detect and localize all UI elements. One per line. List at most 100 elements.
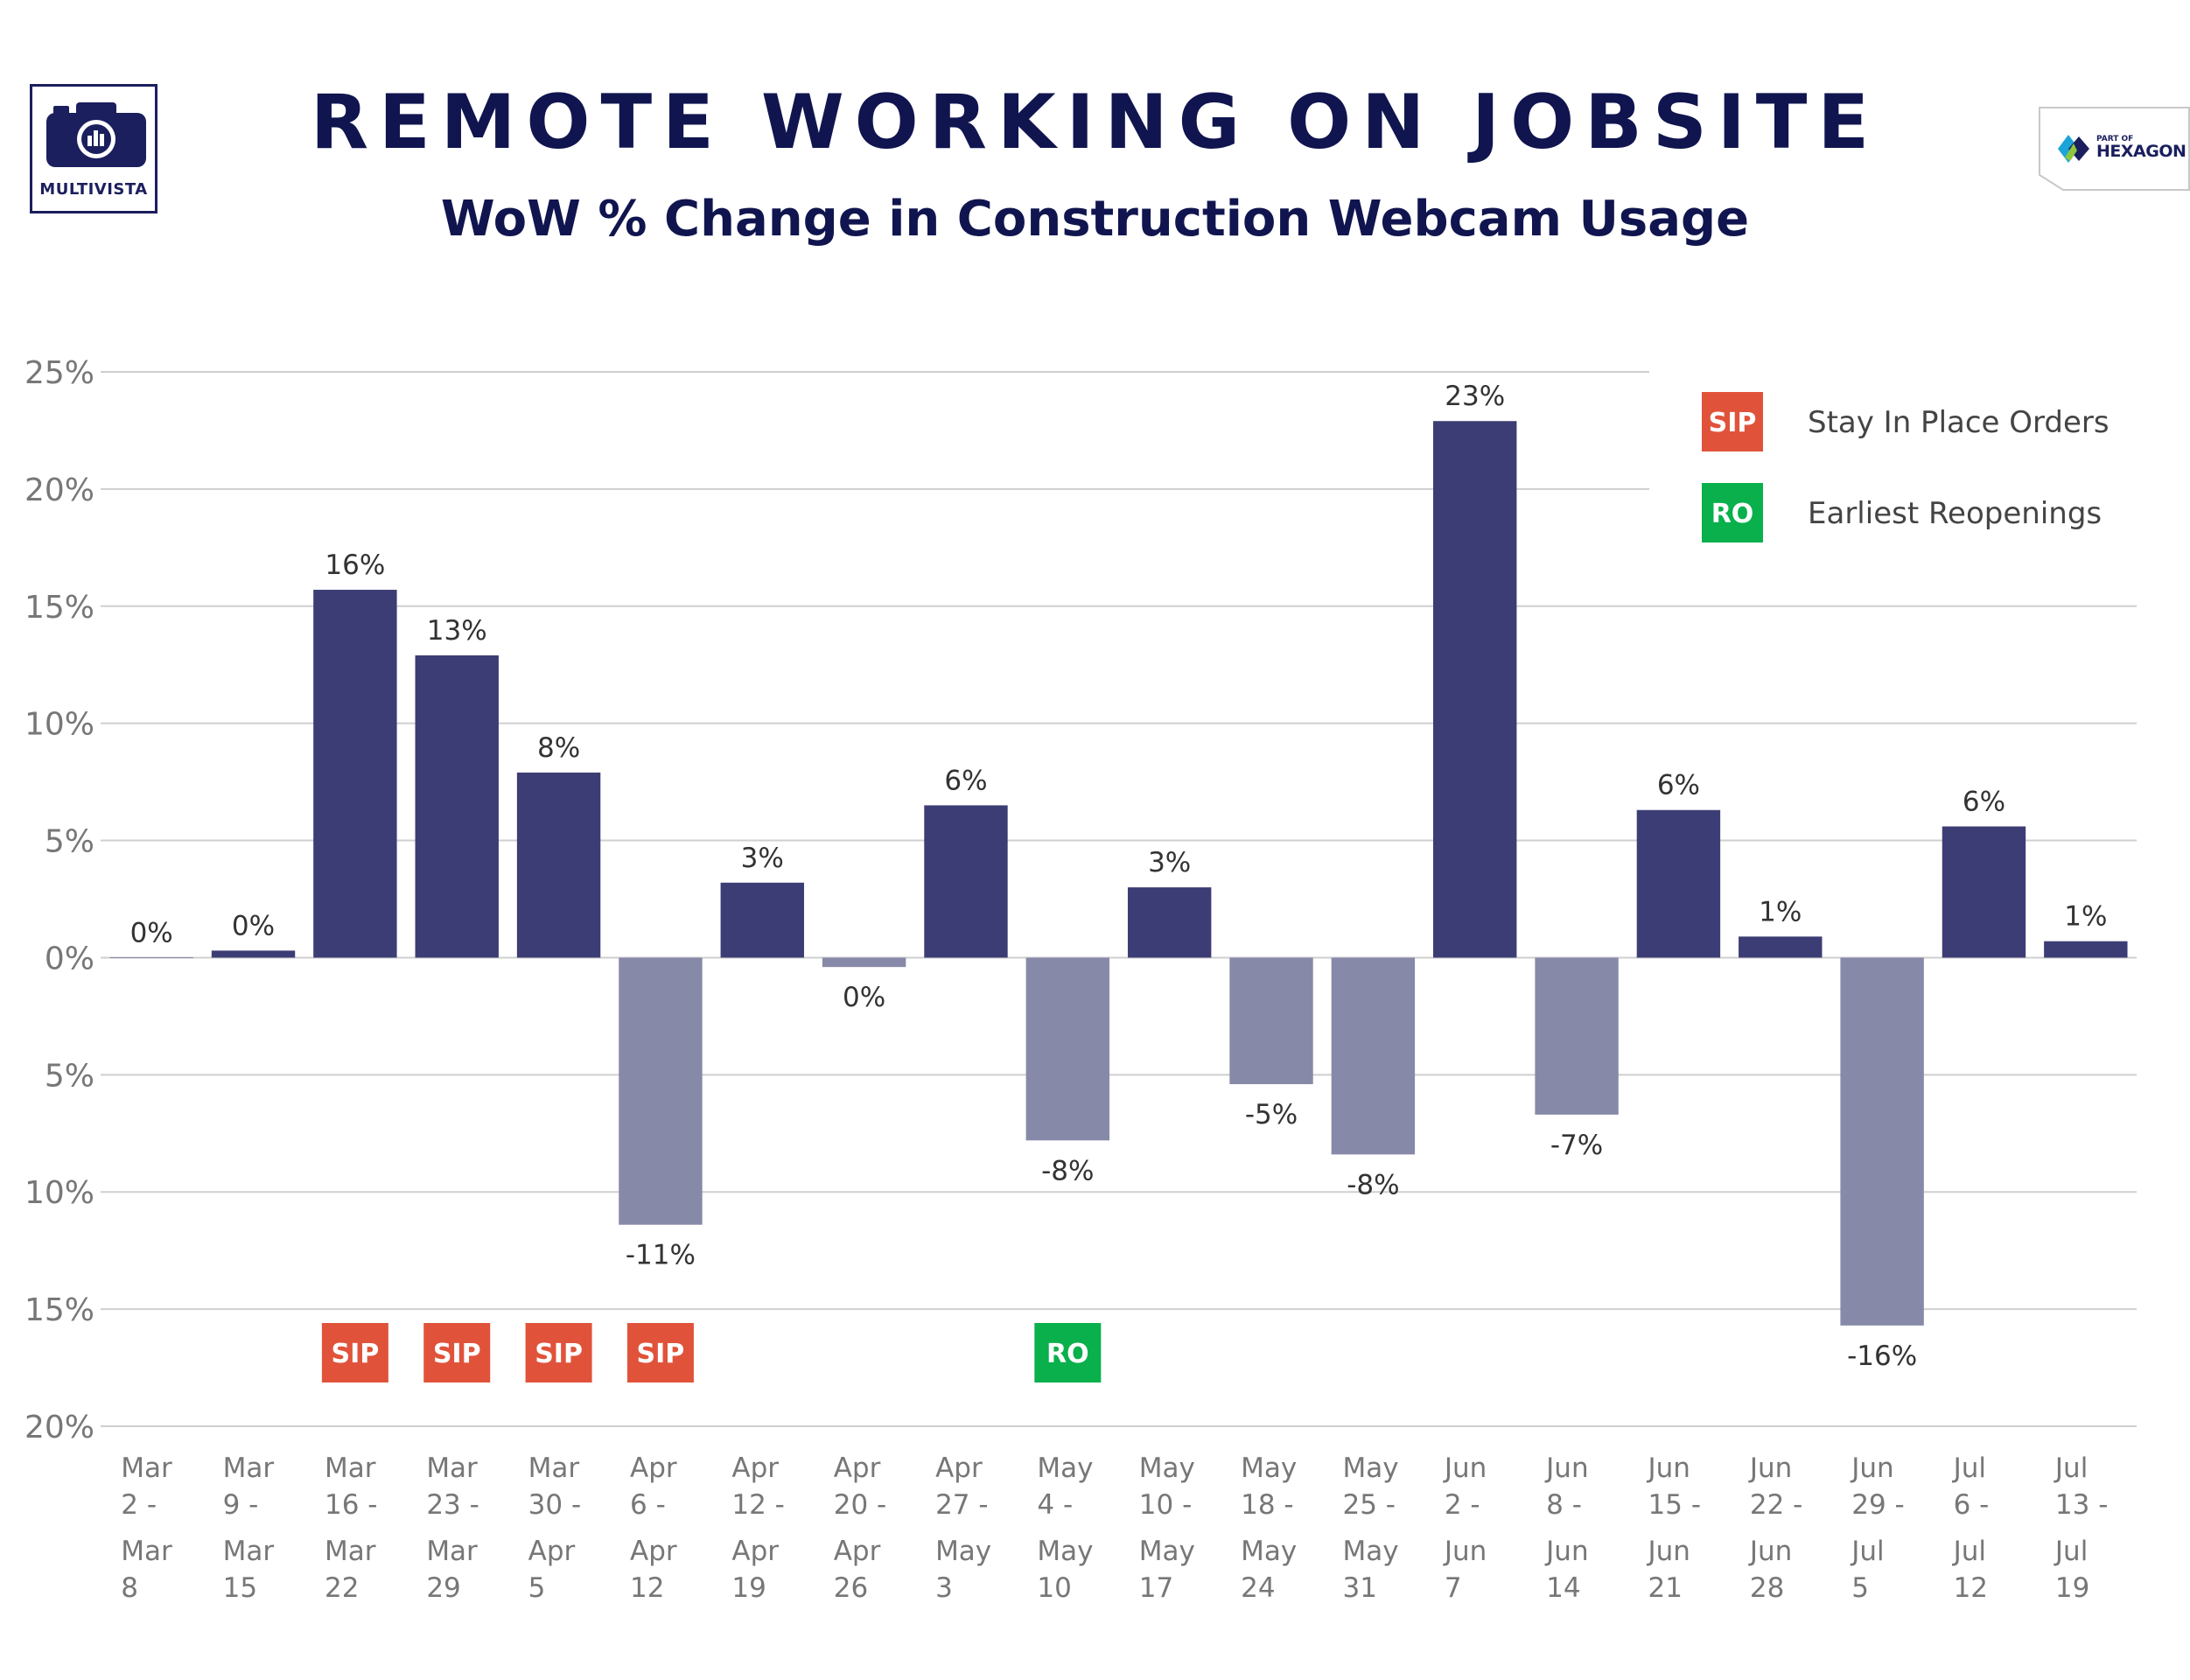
category-label: May xyxy=(935,1536,991,1567)
category-label: 10 - xyxy=(1139,1489,1193,1521)
category-label: 16 - xyxy=(325,1489,378,1521)
category-label: 12 xyxy=(630,1572,664,1604)
bar xyxy=(822,957,906,968)
page-subtitle: WoW % Change in Construction Webcam Usag… xyxy=(440,191,1750,248)
bar xyxy=(1942,826,2026,958)
camera-icon xyxy=(46,102,146,167)
hexagon-logo-text: HEXAGON xyxy=(2096,142,2187,161)
badge-box xyxy=(525,1323,592,1382)
category-label: 29 xyxy=(426,1572,460,1604)
category-label: 15 - xyxy=(1648,1489,1702,1521)
category-label: 5 xyxy=(528,1572,546,1604)
bar xyxy=(1331,957,1416,1155)
sip-badge: SIP xyxy=(626,1323,694,1382)
category-label: 28 xyxy=(1750,1572,1784,1604)
category-label: Jun xyxy=(1544,1452,1588,1484)
category-label: Mar xyxy=(325,1536,376,1567)
badges: SIP SIP SIP SIP RO xyxy=(321,1323,1102,1382)
category-label: 21 xyxy=(1648,1572,1683,1604)
category-label: 2 - xyxy=(1445,1489,1480,1521)
sip-badge: SIP xyxy=(321,1323,388,1382)
bar xyxy=(313,590,397,958)
y-tick-label: 10% xyxy=(24,1175,94,1211)
data-label: 0% xyxy=(130,917,173,948)
category-label: Mar xyxy=(325,1452,376,1484)
category-label: 27 - xyxy=(935,1489,989,1521)
category-label: 4 - xyxy=(1037,1489,1073,1521)
category-label: May xyxy=(1241,1536,1297,1567)
legend-swatch xyxy=(1702,483,1763,542)
y-tick-label: 15% xyxy=(24,1292,94,1328)
category-label: May xyxy=(1241,1452,1297,1484)
bar xyxy=(516,772,601,958)
hexagon-mark-icon xyxy=(2058,135,2089,163)
y-tick-labels: 25% 20% 15% 10% 5% 0% 5% 10% 15% 20% xyxy=(24,355,94,1446)
badge-text: SIP xyxy=(637,1339,685,1369)
category-label: Mar xyxy=(223,1452,275,1484)
data-label: 8% xyxy=(537,732,580,764)
data-label: 3% xyxy=(741,843,784,874)
data-label: 1% xyxy=(1759,896,1802,928)
category-label: May xyxy=(1139,1452,1195,1484)
category-label: Jul xyxy=(1850,1536,1884,1567)
category-label: 8 - xyxy=(1546,1489,1582,1521)
category-label: Jul xyxy=(1952,1452,1986,1484)
badge-box xyxy=(1034,1323,1102,1382)
category-label: 12 xyxy=(1954,1572,1988,1604)
bar xyxy=(619,957,703,1225)
category-label: 9 - xyxy=(223,1489,259,1521)
data-label: 3% xyxy=(1148,847,1191,878)
data-label: 1% xyxy=(2064,901,2107,933)
category-label: May xyxy=(1342,1536,1398,1567)
hexagon-logo: PART OF HEXAGON xyxy=(2039,107,2190,191)
data-label: -11% xyxy=(626,1240,696,1271)
bar xyxy=(1433,421,1517,958)
category-label: 13 - xyxy=(2055,1489,2109,1521)
bar xyxy=(1739,936,1823,958)
bar xyxy=(1840,957,1924,1326)
hexagon-logo-frame xyxy=(2039,107,2190,191)
bar xyxy=(211,950,296,958)
data-label: 0% xyxy=(232,910,275,942)
data-label: 6% xyxy=(1657,770,1700,802)
bar xyxy=(1535,957,1619,1115)
bars xyxy=(109,421,2128,1326)
category-label: May xyxy=(1139,1536,1195,1567)
legend-label: Earliest Reopenings xyxy=(1808,496,2102,531)
category-label: 8 xyxy=(121,1572,138,1604)
category-label: Jun xyxy=(1850,1452,1893,1484)
bar xyxy=(109,957,193,958)
category-label: Apr xyxy=(935,1452,983,1484)
category-label: 26 xyxy=(834,1572,868,1604)
category-label: Mar xyxy=(223,1536,275,1567)
category-label: 18 - xyxy=(1241,1489,1294,1521)
category-label: Jun xyxy=(1647,1452,1690,1484)
data-label: 16% xyxy=(325,550,385,581)
badge-text: SIP xyxy=(433,1339,481,1369)
category-label: 22 xyxy=(325,1572,359,1604)
category-label: Mar xyxy=(121,1536,172,1567)
badge-box xyxy=(423,1323,491,1382)
data-label: 6% xyxy=(944,765,987,796)
category-label: 15 xyxy=(223,1572,257,1604)
y-tick-label: 0% xyxy=(45,941,94,976)
category-label: Mar xyxy=(528,1452,580,1484)
category-label: May xyxy=(1342,1452,1398,1484)
badge-box xyxy=(321,1323,388,1382)
bar xyxy=(1636,809,1721,958)
category-label: 10 xyxy=(1037,1572,1071,1604)
multivista-logo-text: MULTIVISTA xyxy=(39,180,148,199)
category-label: Apr xyxy=(731,1536,779,1567)
legend: SIP Stay In Place Orders RO Earliest Reopen… xyxy=(1702,392,2110,542)
data-label: 6% xyxy=(1963,786,2005,817)
category-label: 29 - xyxy=(1851,1489,1905,1521)
ro-badge: RO xyxy=(1034,1323,1102,1382)
data-label: -7% xyxy=(1550,1130,1603,1161)
data-label: 23% xyxy=(1445,381,1505,412)
category-label: May xyxy=(1037,1536,1093,1567)
y-tick-label: 5% xyxy=(45,824,94,860)
category-label: 14 xyxy=(1546,1572,1580,1604)
category-labels: Mar 2 - Mar 8 Mar 9 - Mar 15 Mar 16 - Mar 22 Mar 23 -… xyxy=(121,1452,2108,1604)
